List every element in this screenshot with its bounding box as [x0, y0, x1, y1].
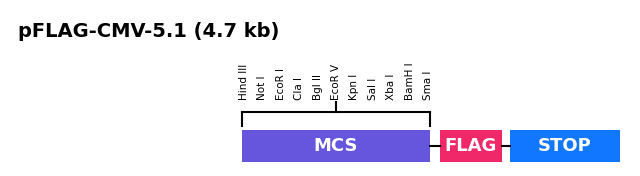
Text: Cla I: Cla I	[294, 77, 304, 100]
Text: Sma I: Sma I	[423, 71, 433, 100]
Text: EcoR V: EcoR V	[331, 64, 341, 100]
Bar	[440, 130, 502, 162]
Text: MCS: MCS	[314, 137, 358, 155]
Bar	[510, 130, 620, 162]
Bar	[242, 130, 430, 162]
Text: FLAG: FLAG	[445, 137, 497, 155]
Text: Not I: Not I	[257, 76, 268, 100]
Text: Kpn I: Kpn I	[349, 74, 360, 100]
Text: Hind III: Hind III	[239, 64, 249, 100]
Text: Sal I: Sal I	[368, 78, 378, 100]
Text: Bgl II: Bgl II	[312, 74, 323, 100]
Text: Xba I: Xba I	[386, 74, 396, 100]
Text: BamH I: BamH I	[404, 62, 415, 100]
Text: EcoR I: EcoR I	[276, 68, 286, 100]
Text: STOP: STOP	[538, 137, 592, 155]
Text: pFLAG-CMV-5.1 (4.7 kb): pFLAG-CMV-5.1 (4.7 kb)	[18, 22, 280, 41]
